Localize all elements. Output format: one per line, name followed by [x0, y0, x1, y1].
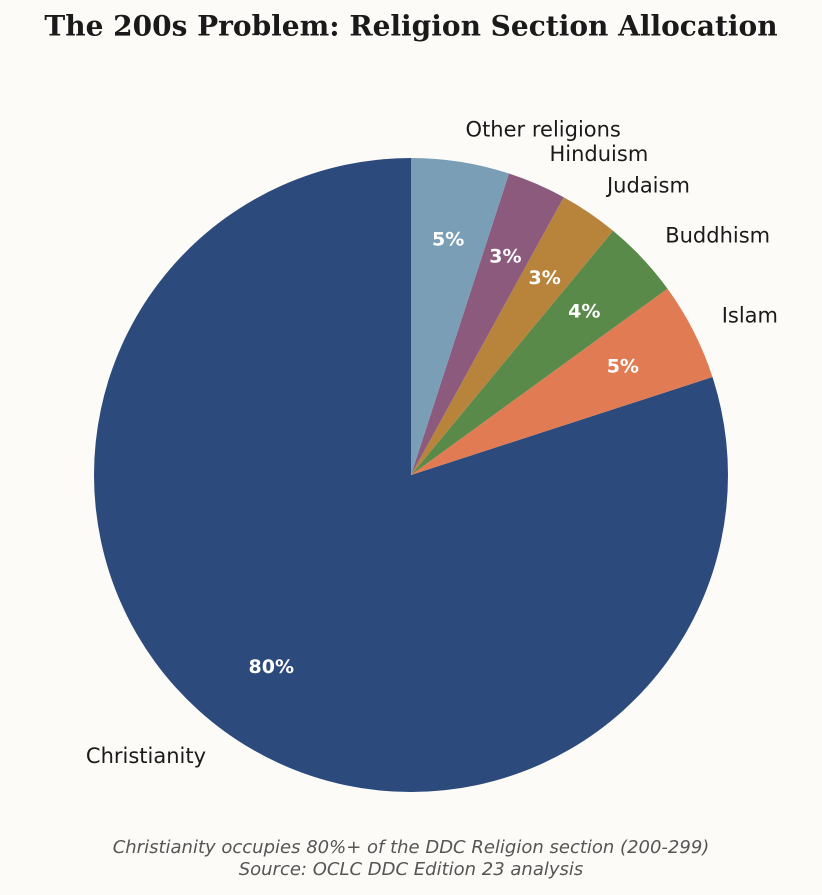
value-label: 3%: [489, 245, 521, 267]
category-label: Islam: [722, 304, 778, 328]
pie-slice: [411, 173, 564, 476]
category-label: Other religions: [466, 118, 621, 142]
category-label: Judaism: [605, 174, 690, 198]
chart-title: The 200s Problem: Religion Section Alloc…: [44, 10, 777, 43]
value-label: 5%: [432, 229, 464, 251]
value-label: 5%: [607, 356, 639, 378]
value-label: 4%: [568, 301, 600, 323]
category-label: Buddhism: [665, 223, 770, 247]
pie-slice: [411, 288, 713, 475]
value-label: 80%: [249, 656, 294, 678]
value-label: 3%: [529, 267, 561, 289]
pie-slice: [411, 158, 509, 475]
pie-slice: [411, 197, 614, 475]
pie-slice: [411, 230, 668, 475]
source: Source: OCLC DDC Edition 23 analysis: [239, 859, 584, 880]
category-label: Christianity: [86, 744, 206, 768]
category-label: Hinduism: [549, 142, 648, 166]
caption: Christianity occupies 80%+ of the DDC Re…: [113, 837, 710, 858]
pie-slice: [93, 158, 728, 793]
